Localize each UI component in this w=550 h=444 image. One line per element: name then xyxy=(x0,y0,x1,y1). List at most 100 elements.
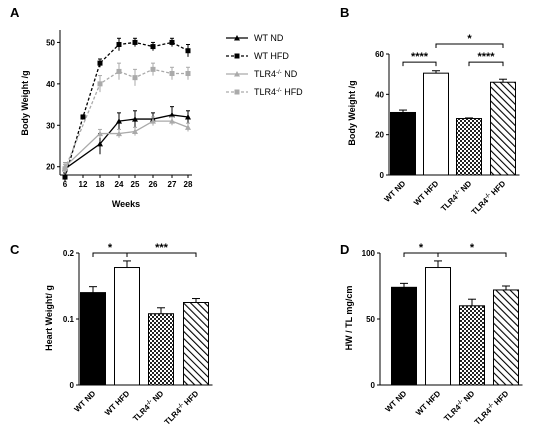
bar xyxy=(80,292,106,386)
legend-label: TLR4-/- ND xyxy=(254,69,298,79)
data-point xyxy=(97,81,103,87)
data-point xyxy=(169,118,175,124)
data-point xyxy=(185,124,191,130)
bar xyxy=(493,289,519,386)
x-tick-label: 26 xyxy=(149,180,158,189)
category-label: TLR4-/- HFD xyxy=(473,389,511,427)
bar xyxy=(425,267,451,386)
y-tick-label: 0.1 xyxy=(63,315,75,324)
significance-label: *** xyxy=(155,242,169,254)
significance-bracket xyxy=(402,61,437,67)
significance-label: **** xyxy=(477,51,495,63)
y-axis-label: Body Weight /g xyxy=(347,80,357,145)
y-tick-label: 0 xyxy=(70,381,75,390)
significance-bracket xyxy=(468,61,504,67)
panel-d: D 0 50 100 HW / TL mg/cm WT ND WT HFD TLR4-/- N… xyxy=(340,242,523,427)
y-tick-label: 40 xyxy=(375,90,384,99)
data-point xyxy=(116,68,122,74)
y-tick-label: 20 xyxy=(375,131,384,140)
data-point xyxy=(169,111,175,118)
y-tick-label: 20 xyxy=(46,163,55,172)
bar xyxy=(390,111,416,176)
data-point xyxy=(169,39,175,45)
bar xyxy=(490,81,516,176)
significance-bracket xyxy=(435,43,504,48)
data-point xyxy=(97,130,103,137)
legend-marker xyxy=(234,53,240,59)
x-tick-label: 25 xyxy=(131,180,140,189)
y-tick-label: 100 xyxy=(362,249,376,258)
legend-label: WT HFD xyxy=(254,51,289,61)
bar xyxy=(456,118,482,176)
bar xyxy=(459,305,485,386)
data-point xyxy=(116,42,122,47)
bar xyxy=(391,286,417,386)
x-tick-label: 27 xyxy=(168,180,177,189)
data-point xyxy=(132,39,138,45)
significance-label: **** xyxy=(411,51,429,63)
data-point xyxy=(185,71,191,76)
series-line xyxy=(64,41,189,178)
significance-label: * xyxy=(108,242,113,254)
panel-label-b: B xyxy=(340,5,349,20)
data-point xyxy=(97,140,103,147)
x-tick-label: 12 xyxy=(79,180,88,189)
category-label: TLR4-/- ND xyxy=(442,389,476,423)
category-label: WT HFD xyxy=(412,179,441,208)
category-label: TLR4-/- HFD xyxy=(163,389,201,427)
panel-label-c: C xyxy=(10,242,20,257)
bar xyxy=(148,313,174,386)
y-axis-label: Heart Weight/ g xyxy=(44,285,54,351)
series-line xyxy=(64,120,189,168)
data-point xyxy=(150,118,156,124)
data-point xyxy=(132,128,138,134)
x-tick-label: 6 xyxy=(63,180,68,189)
panel-label-d: D xyxy=(340,242,349,257)
data-point xyxy=(116,118,122,124)
data-point xyxy=(150,44,156,50)
significance-label: * xyxy=(470,242,475,254)
y-tick-label: 30 xyxy=(46,121,55,130)
data-point xyxy=(132,116,138,122)
y-tick-label: 0.2 xyxy=(63,249,75,258)
category-label: WT ND xyxy=(73,389,98,414)
significance-bracket xyxy=(437,252,507,257)
significance-bracket xyxy=(126,252,197,257)
data-point xyxy=(169,71,175,76)
x-axis-label: Weeks xyxy=(112,199,140,209)
category-label: WT ND xyxy=(384,389,409,414)
data-point xyxy=(150,66,156,72)
y-tick-label: 40 xyxy=(46,80,55,89)
bar xyxy=(423,72,449,176)
x-tick-label: 18 xyxy=(96,180,105,189)
y-tick-label: 50 xyxy=(366,315,375,324)
data-point xyxy=(97,60,103,66)
y-tick-label: 50 xyxy=(46,38,55,47)
bar xyxy=(114,267,140,386)
data-point xyxy=(132,75,138,81)
x-tick-label: 24 xyxy=(115,180,124,189)
category-label: TLR4-/- HFD xyxy=(470,179,508,217)
data-point xyxy=(62,174,68,180)
significance-label: * xyxy=(419,242,424,254)
legend-label: TLR4-/- HFD xyxy=(254,87,303,97)
y-tick-label: 60 xyxy=(375,50,384,59)
category-label: WT HFD xyxy=(103,389,132,418)
y-axis-label: HW / TL mg/cm xyxy=(344,286,354,351)
legend-label: WT ND xyxy=(254,33,284,43)
data-point xyxy=(80,114,86,120)
y-tick-label: 0 xyxy=(371,381,376,390)
data-point xyxy=(116,130,122,137)
legend-marker xyxy=(234,89,240,95)
significance-label: * xyxy=(467,33,472,45)
y-tick-label: 0 xyxy=(380,171,385,180)
x-tick-label: 28 xyxy=(184,180,193,189)
legend-marker xyxy=(234,71,240,77)
panel-label-a: A xyxy=(10,5,20,20)
legend-marker xyxy=(234,35,240,41)
data-point xyxy=(185,114,191,120)
category-label: TLR4-/- ND xyxy=(131,389,165,423)
